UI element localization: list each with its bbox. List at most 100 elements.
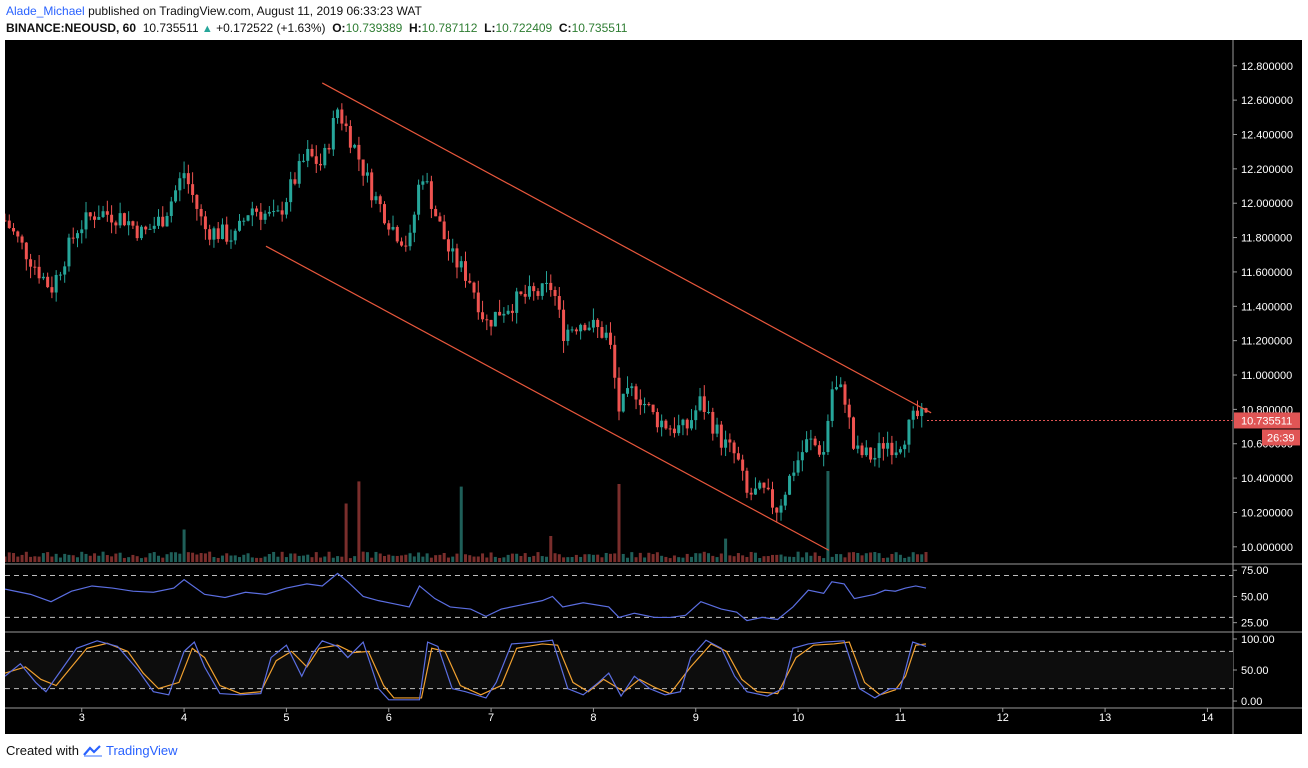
- candle-body: [88, 212, 92, 217]
- last-price-tag: [1234, 412, 1300, 429]
- price-tick-label: 10.000000: [1241, 542, 1293, 554]
- candle-body: [604, 332, 608, 338]
- volume-bar: [920, 554, 924, 562]
- candle-body: [788, 475, 792, 495]
- candle-body: [174, 190, 178, 202]
- tradingview-brand-link[interactable]: TradingView: [105, 743, 178, 758]
- volume-bar: [323, 556, 327, 562]
- candle-body: [715, 424, 719, 434]
- volume-bar: [54, 553, 58, 562]
- volume-bar: [873, 552, 877, 562]
- volume-bar: [553, 553, 557, 562]
- candle-body: [344, 123, 348, 127]
- volume-bar: [259, 557, 263, 562]
- x-tick-label: 5: [283, 712, 289, 724]
- candle-body: [617, 377, 621, 412]
- candle-body: [493, 311, 497, 327]
- candle-body: [357, 144, 361, 160]
- candle-body: [421, 181, 425, 185]
- volume-bar: [570, 557, 574, 562]
- last-price-tag-label: 10.735511: [1241, 415, 1292, 427]
- candle-body: [293, 179, 297, 184]
- volume-bar: [681, 557, 685, 562]
- candle-body: [63, 266, 67, 275]
- candle-body: [84, 212, 88, 230]
- volume-bar: [762, 556, 766, 562]
- volume-bar: [621, 553, 625, 562]
- candle-body: [118, 213, 122, 226]
- volume-bar: [238, 557, 242, 562]
- high-value: 10.787112: [421, 21, 478, 35]
- rsi-tick-label: 50.00: [1241, 591, 1269, 603]
- candle-body: [562, 309, 566, 341]
- volume-bar: [869, 552, 873, 562]
- candle-body: [608, 332, 612, 345]
- candle-body: [361, 159, 365, 176]
- candle-body: [915, 410, 919, 417]
- candle-body: [306, 148, 310, 161]
- volume-bar: [255, 557, 259, 562]
- candle-body: [519, 291, 523, 294]
- volume-bar: [429, 557, 433, 562]
- volume-bar: [293, 553, 297, 562]
- volume-bar: [233, 555, 237, 562]
- candle-body: [41, 276, 45, 279]
- volume-bar: [404, 554, 408, 562]
- candle-body: [220, 224, 224, 239]
- last-price: 10.735511: [142, 21, 199, 35]
- price-chart[interactable]: 12.800000 12.600000 12.400000 12.200000 12.0…: [5, 40, 1302, 734]
- low-value: 10.722409: [495, 21, 553, 35]
- candle-body: [481, 312, 485, 320]
- candle-body: [105, 211, 109, 215]
- price-tick-label: 12.600000: [1241, 95, 1293, 107]
- candle-body: [301, 160, 305, 162]
- volume-bar: [758, 558, 762, 562]
- candle-body: [37, 266, 41, 279]
- x-tick-label: 13: [1099, 712, 1111, 724]
- volume-bar: [689, 556, 693, 562]
- volume-bar: [144, 557, 148, 562]
- volume-bar: [199, 553, 203, 562]
- volume-bar: [267, 554, 271, 562]
- volume-bar: [7, 552, 11, 562]
- candle-body: [250, 208, 254, 216]
- stoch-band-fill: [5, 651, 1233, 689]
- volume-bar: [139, 558, 143, 562]
- candle-body: [847, 404, 851, 418]
- volume-bar: [280, 551, 284, 562]
- volume-bar: [566, 557, 570, 562]
- candle-body: [864, 447, 868, 456]
- candle-body: [165, 215, 169, 227]
- candle-body: [907, 419, 911, 445]
- volume-bar: [856, 552, 860, 562]
- candle-body: [429, 181, 433, 209]
- volume-bar: [685, 553, 689, 562]
- volume-bar: [374, 551, 378, 562]
- candle-body: [101, 211, 105, 217]
- volume-bar: [839, 554, 843, 562]
- candle-body: [498, 311, 502, 316]
- candle-body: [545, 282, 549, 284]
- volume-bar: [464, 554, 467, 562]
- candle-body: [890, 442, 894, 456]
- volume-bar: [327, 551, 331, 562]
- channel-upper-line: [321, 82, 932, 414]
- candle-body: [289, 179, 293, 203]
- volume-bar: [719, 553, 723, 562]
- volume-bar: [391, 555, 395, 562]
- candle-body: [630, 386, 634, 389]
- price-tick-label: 11.000000: [1241, 370, 1292, 382]
- author-link[interactable]: Alade_Michael: [6, 4, 85, 18]
- candle-body: [46, 276, 50, 288]
- volume-bar: [557, 554, 561, 562]
- candle-body: [438, 216, 442, 222]
- volume-bar: [877, 553, 881, 562]
- candle-body: [310, 148, 314, 157]
- candle-body: [881, 443, 885, 449]
- candle-body: [412, 214, 416, 233]
- volume-bar: [101, 551, 105, 562]
- volume-bar: [647, 552, 651, 562]
- volume-bar: [485, 557, 489, 562]
- volume-bar: [771, 554, 774, 562]
- volume-bar: [617, 484, 621, 562]
